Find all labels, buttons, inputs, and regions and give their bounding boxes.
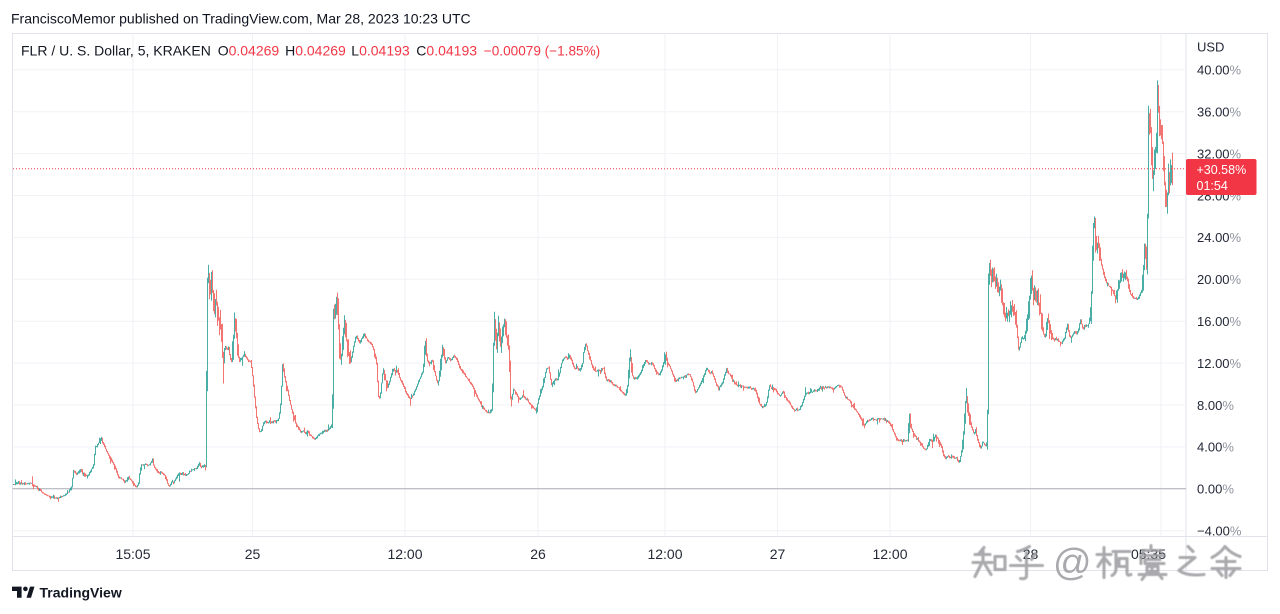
svg-text:C0.04193: C0.04193 (416, 43, 477, 59)
svg-text:O0.04269: O0.04269 (218, 43, 280, 59)
svg-text:16.00%: 16.00% (1197, 314, 1242, 329)
svg-text:12:00: 12:00 (872, 546, 907, 562)
svg-text:@: @ (1053, 542, 1092, 584)
svg-text:0.00%: 0.00% (1197, 482, 1234, 497)
svg-text:20.00%: 20.00% (1197, 272, 1242, 287)
svg-text:USD: USD (1197, 40, 1224, 55)
svg-text:L0.04193: L0.04193 (351, 43, 410, 59)
svg-text:4.00%: 4.00% (1197, 440, 1234, 455)
svg-text:12:00: 12:00 (387, 546, 422, 562)
svg-text:TradingView: TradingView (40, 585, 122, 601)
svg-text:8.00%: 8.00% (1197, 398, 1234, 413)
svg-text:12:00: 12:00 (647, 546, 682, 562)
svg-text:24.00%: 24.00% (1197, 230, 1242, 245)
svg-text:FLR / U. S. Dollar, 5, KRAKEN: FLR / U. S. Dollar, 5, KRAKEN (21, 43, 211, 59)
svg-text:15:05: 15:05 (115, 546, 150, 562)
svg-text:25: 25 (245, 546, 261, 562)
svg-text:−0.00079 (−1.85%): −0.00079 (−1.85%) (484, 44, 600, 59)
svg-text:H0.04269: H0.04269 (285, 43, 346, 59)
svg-text:−4.00%: −4.00% (1197, 524, 1242, 539)
svg-text:27: 27 (770, 546, 786, 562)
svg-text:+30.58%: +30.58% (1197, 163, 1247, 177)
svg-text:32.00%: 32.00% (1197, 146, 1242, 161)
svg-text:FranciscoMemor published on Tr: FranciscoMemor published on TradingView.… (11, 11, 471, 27)
svg-text:12.00%: 12.00% (1197, 356, 1242, 371)
svg-text:26: 26 (530, 546, 546, 562)
svg-text:01:54: 01:54 (1197, 179, 1228, 193)
svg-text:40.00%: 40.00% (1197, 63, 1242, 78)
svg-text:36.00%: 36.00% (1197, 105, 1242, 120)
